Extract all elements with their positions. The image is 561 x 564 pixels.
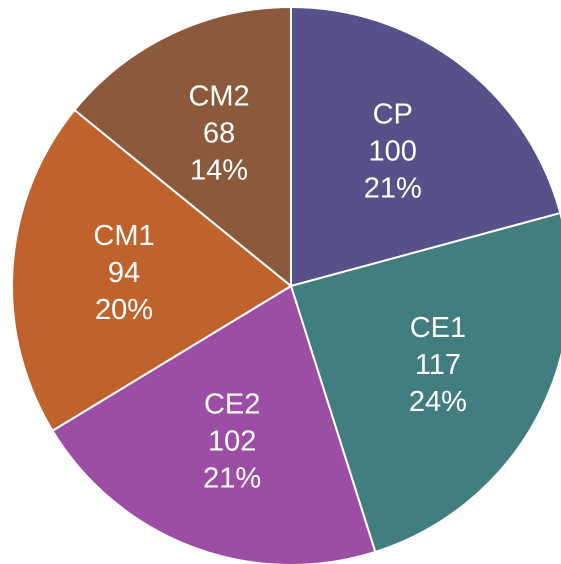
slice-value-label: 100 (369, 136, 417, 168)
slice-percent-label: 20% (95, 294, 153, 326)
pie-slice (290, 5, 561, 288)
slice-value-label: 68 (203, 117, 235, 149)
pie-slice (11, 108, 293, 433)
pie-slice (289, 211, 561, 554)
slice-category-label: CM1 (93, 220, 154, 252)
slice-percent-label: 21% (364, 173, 422, 205)
pie-slice (51, 284, 377, 564)
slice-value-label: 117 (415, 349, 461, 381)
pie-slice (73, 5, 292, 289)
slice-category-label: CM2 (188, 80, 249, 112)
slice-category-label: CE1 (410, 312, 466, 344)
slice-category-label: CP (373, 99, 413, 131)
slice-percent-label: 24% (409, 386, 467, 418)
slice-percent-label: 21% (203, 462, 261, 494)
slice-category-label: CE2 (204, 388, 260, 420)
slice-value-label: 102 (208, 425, 256, 457)
slice-percent-label: 14% (190, 154, 248, 186)
slice-value-label: 94 (108, 257, 140, 289)
